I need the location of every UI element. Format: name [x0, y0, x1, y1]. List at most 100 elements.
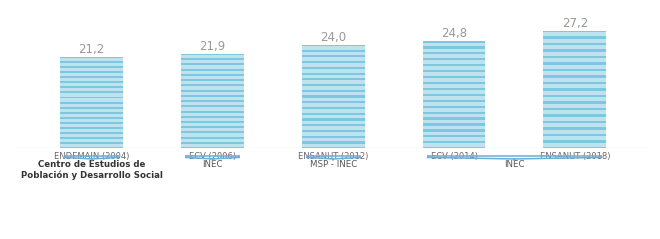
Bar: [543, 33, 607, 37]
Text: 21,2: 21,2: [79, 43, 105, 56]
Bar: [181, 118, 244, 121]
Bar: [302, 92, 365, 96]
Bar: [543, 45, 607, 49]
Bar: [422, 143, 486, 147]
Bar: [543, 136, 607, 141]
Bar: [422, 102, 486, 106]
Bar: [302, 138, 365, 141]
Bar: [543, 31, 607, 148]
Bar: [422, 43, 486, 46]
Text: 24,8: 24,8: [441, 27, 467, 40]
Bar: [543, 78, 607, 82]
Bar: [302, 58, 365, 61]
Bar: [181, 92, 244, 95]
Bar: [181, 107, 244, 111]
Bar: [181, 60, 244, 63]
Text: ENSANUT (2018): ENSANUT (2018): [540, 152, 610, 161]
Bar: [422, 125, 486, 129]
Bar: [181, 144, 244, 147]
Bar: [181, 65, 244, 69]
Bar: [302, 132, 365, 136]
Bar: [181, 76, 244, 79]
Bar: [422, 42, 486, 148]
Text: ECV (2006): ECV (2006): [189, 152, 236, 161]
Bar: [181, 55, 244, 58]
Bar: [60, 129, 123, 132]
Bar: [302, 52, 365, 55]
Bar: [60, 78, 123, 81]
Bar: [543, 84, 607, 88]
Text: ECV (2014): ECV (2014): [430, 152, 478, 161]
Bar: [543, 98, 607, 102]
Bar: [181, 81, 244, 84]
Bar: [422, 66, 486, 70]
Bar: [422, 84, 486, 88]
Bar: [181, 97, 244, 100]
Bar: [181, 102, 244, 105]
Bar: [302, 75, 365, 78]
Bar: [60, 73, 123, 76]
Bar: [302, 121, 365, 124]
Bar: [302, 45, 365, 148]
Bar: [302, 109, 365, 113]
Bar: [422, 120, 486, 123]
Bar: [60, 109, 123, 112]
Text: 24,0: 24,0: [320, 31, 346, 44]
Bar: [60, 98, 123, 102]
Bar: [302, 115, 365, 119]
Bar: [60, 83, 123, 87]
Bar: [543, 123, 607, 127]
Text: 27,2: 27,2: [562, 17, 588, 30]
Bar: [181, 123, 244, 126]
Bar: [302, 143, 365, 147]
Bar: [60, 68, 123, 71]
Bar: [302, 126, 365, 130]
Bar: [543, 65, 607, 69]
Bar: [60, 57, 123, 148]
Bar: [60, 58, 123, 61]
Bar: [60, 139, 123, 142]
Bar: [543, 71, 607, 76]
Text: ENSANUT (2012): ENSANUT (2012): [298, 152, 368, 161]
Bar: [302, 63, 365, 67]
Bar: [543, 110, 607, 114]
Bar: [60, 124, 123, 127]
Bar: [422, 131, 486, 135]
Bar: [422, 72, 486, 76]
Bar: [302, 98, 365, 101]
Bar: [543, 143, 607, 147]
Text: MSP - INEC: MSP - INEC: [310, 160, 357, 169]
Bar: [60, 144, 123, 147]
Bar: [422, 54, 486, 58]
Bar: [181, 113, 244, 116]
Bar: [543, 52, 607, 56]
Bar: [60, 134, 123, 137]
Bar: [181, 71, 244, 74]
Bar: [181, 133, 244, 137]
Bar: [60, 114, 123, 117]
Bar: [60, 103, 123, 107]
Bar: [543, 117, 607, 121]
Bar: [543, 104, 607, 108]
Bar: [422, 108, 486, 112]
Bar: [181, 54, 244, 148]
Bar: [60, 88, 123, 92]
Bar: [302, 46, 365, 50]
Bar: [302, 86, 365, 90]
Text: INEC: INEC: [202, 160, 223, 169]
Text: ENDEMAIN (2004): ENDEMAIN (2004): [54, 152, 129, 161]
Bar: [422, 60, 486, 64]
Bar: [60, 93, 123, 97]
Bar: [60, 119, 123, 122]
Bar: [543, 58, 607, 62]
Bar: [302, 69, 365, 73]
Bar: [60, 63, 123, 66]
Bar: [302, 80, 365, 84]
Bar: [422, 96, 486, 100]
Bar: [422, 49, 486, 52]
Bar: [181, 139, 244, 142]
Bar: [543, 39, 607, 43]
Bar: [422, 137, 486, 141]
Text: 21,9: 21,9: [199, 40, 226, 53]
Bar: [302, 103, 365, 107]
